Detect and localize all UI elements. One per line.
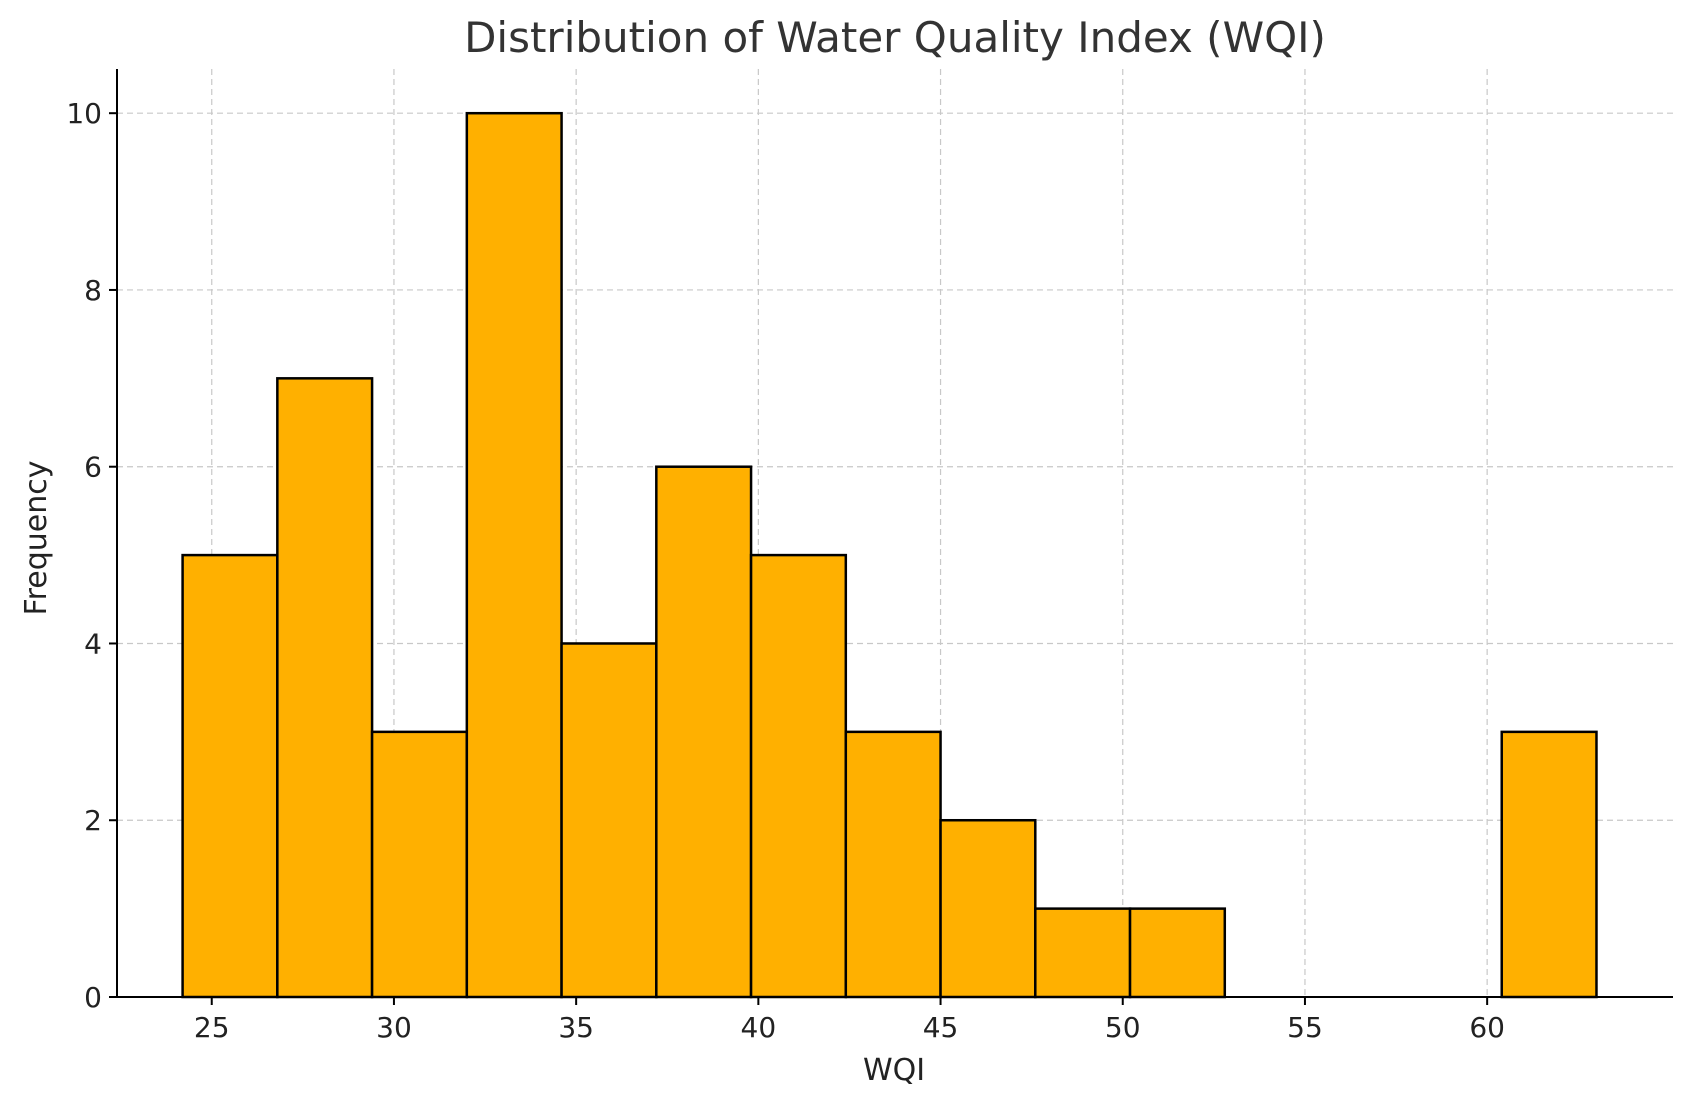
y-tick-label-6: 6 <box>84 451 102 484</box>
histogram-bar-4 <box>560 642 658 999</box>
ticks-layer: 25 30 35 40 45 50 55 60 0 2 4 6 8 10 <box>66 97 1505 1044</box>
histogram-bar-6 <box>749 553 848 999</box>
histogram-bar-0 <box>181 553 279 999</box>
y-tick-label-4: 4 <box>84 627 102 660</box>
axes-layer <box>116 69 1673 998</box>
histogram-bar-3 <box>465 111 563 999</box>
y-tick-label-0: 0 <box>84 981 102 1014</box>
x-tick-label-25: 25 <box>194 1011 230 1044</box>
histogram-bar-10 <box>1128 907 1227 999</box>
histogram-bar-1 <box>276 377 374 999</box>
x-tick-label-60: 60 <box>1469 1011 1505 1044</box>
x-axis-label: WQI <box>863 1053 925 1088</box>
y-tick-label-2: 2 <box>84 804 102 837</box>
x-tick-label-30: 30 <box>376 1011 412 1044</box>
x-tick-label-40: 40 <box>741 1011 777 1044</box>
chart-title: Distribution of Water Quality Index (WQI… <box>464 13 1326 62</box>
y-tick-label-10: 10 <box>66 97 102 130</box>
y-axis-label: Frequency <box>19 461 54 616</box>
histogram-bar-2 <box>370 730 469 999</box>
histogram-bar-8 <box>939 818 1037 999</box>
histogram-bar-9 <box>1034 907 1132 999</box>
grid-layer <box>117 69 1673 997</box>
histogram-bar-7 <box>844 730 942 999</box>
histogram-bar-5 <box>655 465 753 999</box>
x-tick-label-50: 50 <box>1105 1011 1141 1044</box>
x-tick-label-45: 45 <box>923 1011 959 1044</box>
bars-layer <box>181 111 1598 999</box>
y-tick-label-8: 8 <box>84 274 102 307</box>
x-tick-label-55: 55 <box>1287 1011 1323 1044</box>
histogram-bar-14 <box>1500 730 1598 999</box>
x-tick-label-35: 35 <box>558 1011 594 1044</box>
